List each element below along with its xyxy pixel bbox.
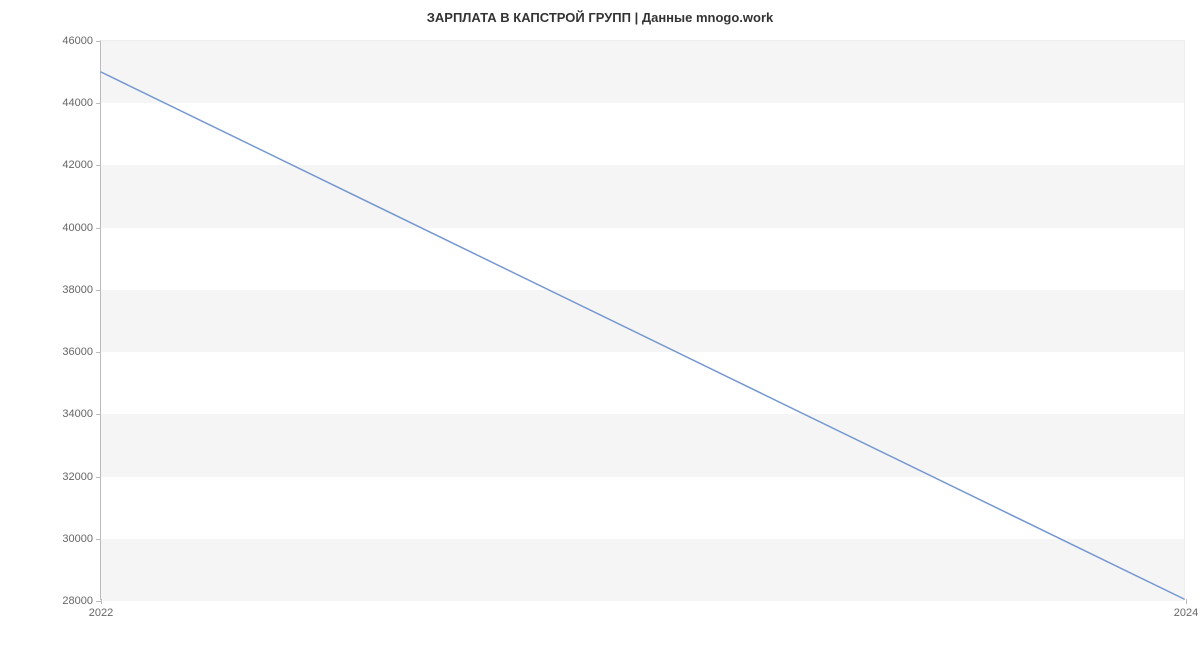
y-tick-mark <box>96 352 101 353</box>
y-tick-mark <box>96 414 101 415</box>
x-tick-mark <box>1186 599 1187 604</box>
y-tick-label: 30000 <box>62 533 93 545</box>
x-tick-mark <box>101 599 102 604</box>
line-layer <box>101 41 1184 599</box>
y-tick-label: 32000 <box>62 471 93 483</box>
y-tick-label: 34000 <box>62 408 93 420</box>
y-tick-label: 46000 <box>62 35 93 47</box>
y-tick-label: 42000 <box>62 159 93 171</box>
y-tick-label: 38000 <box>62 284 93 296</box>
chart-title: ЗАРПЛАТА В КАПСТРОЙ ГРУПП | Данные mnogo… <box>0 10 1200 25</box>
salary-line-chart: ЗАРПЛАТА В КАПСТРОЙ ГРУПП | Данные mnogo… <box>0 0 1200 650</box>
y-tick-mark <box>96 228 101 229</box>
y-tick-label: 44000 <box>62 97 93 109</box>
y-tick-mark <box>96 539 101 540</box>
x-tick-label: 2022 <box>89 607 113 619</box>
y-tick-label: 28000 <box>62 595 93 607</box>
y-tick-mark <box>96 165 101 166</box>
y-tick-mark <box>96 41 101 42</box>
y-tick-mark <box>96 290 101 291</box>
x-tick-label: 2024 <box>1174 607 1198 619</box>
y-tick-label: 36000 <box>62 346 93 358</box>
series-salary <box>101 72 1184 599</box>
y-tick-mark <box>96 477 101 478</box>
plot-area: 2800030000320003400036000380004000042000… <box>100 40 1185 600</box>
y-tick-label: 40000 <box>62 222 93 234</box>
y-tick-mark <box>96 103 101 104</box>
